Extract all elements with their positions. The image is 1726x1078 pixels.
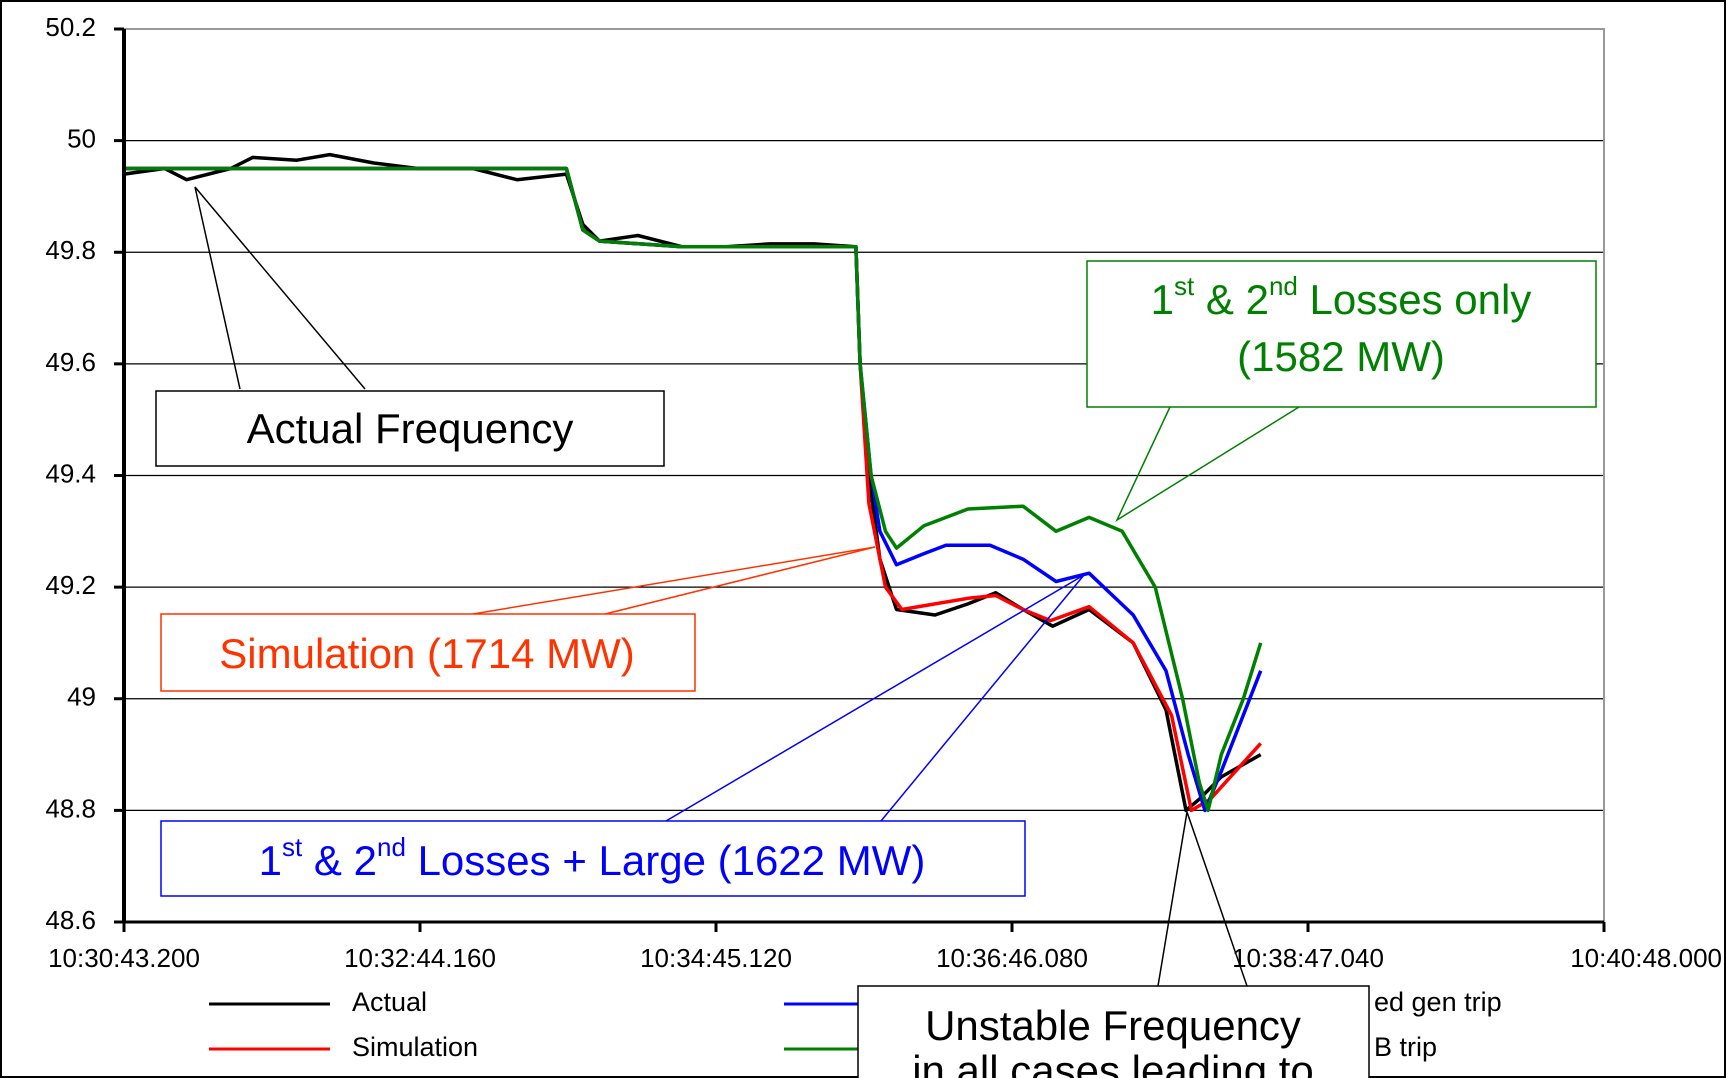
callout-pointer xyxy=(1115,406,1300,522)
annotation: 1st & 2nd Losses + Large (1622 MW) xyxy=(259,832,926,884)
annotation-part: 1 xyxy=(259,837,282,884)
y-tick-label: 49.8 xyxy=(45,235,96,265)
callout-simulation: Simulation (1714 MW) xyxy=(160,546,876,692)
legend: Actual Simulation ed gen trip B trip xyxy=(209,987,1502,1062)
x-tick-label: 10:30:43.200 xyxy=(48,943,200,973)
annotation: Actual Frequency xyxy=(247,405,574,452)
annotation-part: Losses only xyxy=(1298,276,1531,323)
annotation-part: Losses + Large (1622 MW) xyxy=(406,837,925,884)
legend-label: ed gen trip xyxy=(1374,987,1502,1017)
ticks: 48.6 48.8 49 49.2 49.4 49.6 49.8 50 50.2 10:30:43… xyxy=(45,12,1722,973)
superscript: st xyxy=(1174,271,1195,301)
legend-label: Actual xyxy=(352,987,427,1017)
annotation: 1st & 2nd Losses only xyxy=(1151,271,1532,323)
callout-actual: Actual Frequency xyxy=(155,186,665,467)
annotation: Simulation (1714 MW) xyxy=(219,630,634,677)
callout-pointer xyxy=(1157,811,1248,987)
y-tick-label: 49 xyxy=(67,682,96,712)
series-line xyxy=(123,152,1262,813)
y-tick-label: 49.2 xyxy=(45,570,96,600)
callout-pointer xyxy=(472,546,876,615)
y-tick-label: 50.2 xyxy=(45,12,96,42)
x-tick-label: 10:34:45.120 xyxy=(640,943,792,973)
callout-pointer xyxy=(665,574,1085,822)
callout-pointer xyxy=(194,186,366,390)
callout-large: 1st & 2nd Losses + Large (1622 MW) xyxy=(160,574,1085,897)
annotation-part: & 2 xyxy=(1194,276,1269,323)
annotation: Unstable Frequency xyxy=(925,1002,1301,1049)
y-tick-label: 49.4 xyxy=(45,458,96,488)
superscript: nd xyxy=(377,832,406,862)
x-tick-label: 10:36:46.080 xyxy=(936,943,1088,973)
y-tick-label: 48.6 xyxy=(45,905,96,935)
legend-label: B trip xyxy=(1374,1032,1437,1062)
callout-losses: 1st & 2nd Losses only (1582 MW) xyxy=(1086,260,1597,522)
superscript: nd xyxy=(1269,271,1298,301)
y-tick-label: 49.6 xyxy=(45,347,96,377)
callout-box xyxy=(857,985,1370,1078)
annotation: (1582 MW) xyxy=(1237,333,1445,380)
annotation-part: & 2 xyxy=(302,837,377,884)
x-tick-label: 10:38:47.040 xyxy=(1232,943,1384,973)
legend-label: Simulation xyxy=(352,1032,478,1062)
superscript: st xyxy=(282,832,303,862)
callout-box xyxy=(1086,260,1597,408)
callout-box xyxy=(160,820,1026,897)
series xyxy=(123,152,1263,813)
callout-unstable: Unstable Frequency in all cases leading … xyxy=(857,811,1370,1078)
annotation: in all cases leading to xyxy=(912,1047,1314,1078)
callout-box xyxy=(160,613,696,692)
callout-box xyxy=(155,390,665,467)
x-tick-label: 10:32:44.160 xyxy=(344,943,496,973)
y-tick-label: 48.8 xyxy=(45,793,96,823)
annotation-part: 1 xyxy=(1151,276,1174,323)
x-tick-label: 10:40:48.000 xyxy=(1570,943,1722,973)
y-tick-label: 50 xyxy=(67,124,96,154)
series-line xyxy=(124,166,1263,813)
